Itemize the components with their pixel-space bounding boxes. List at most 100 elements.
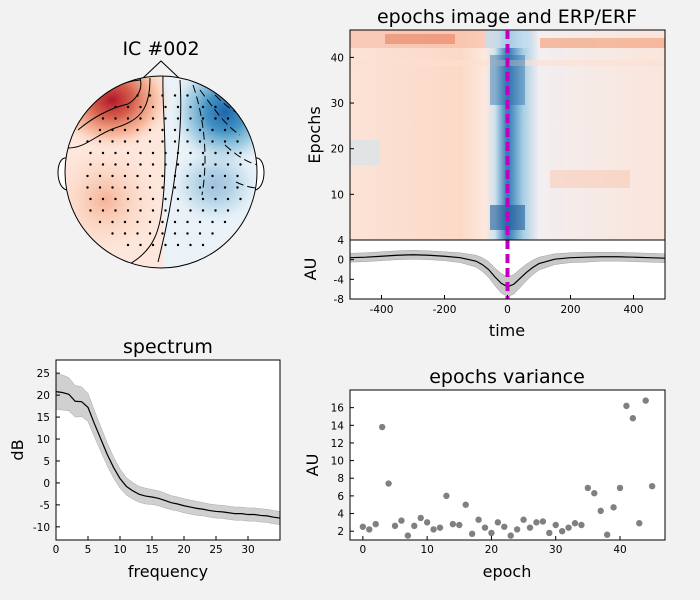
sensor-dot	[189, 117, 192, 120]
spectrum-x-tick-label: 5	[85, 544, 92, 556]
sensor-dot	[198, 232, 202, 235]
sensor-dot	[114, 151, 117, 155]
sensor-dot	[176, 117, 180, 120]
variance-point	[507, 532, 514, 539]
sensor-dots	[86, 94, 242, 247]
sensor-dot	[148, 128, 152, 132]
sensor-dot	[101, 117, 105, 120]
variance-point	[623, 402, 630, 410]
variance-points	[359, 397, 656, 539]
sensor-dot	[236, 174, 239, 178]
variance-x-tick-label: 20	[485, 544, 498, 556]
variance-point	[436, 524, 444, 531]
sensor-dot	[186, 94, 189, 97]
variance-point	[443, 492, 450, 500]
variance-point	[475, 516, 482, 523]
sensor-dot	[126, 209, 130, 212]
variance-point	[385, 480, 392, 487]
variance-point	[366, 526, 373, 533]
sensor-dot	[161, 232, 164, 235]
sensor-dot	[136, 128, 139, 132]
spectrum-x-tick-label: 25	[209, 544, 222, 556]
epochs-image-panel: epochs image and ERP/ERF 10 20 30 40 Epochs	[305, 6, 666, 241]
variance-y-tick-label: 14	[331, 420, 345, 432]
sensor-dot	[89, 151, 92, 155]
variance-point	[629, 415, 637, 422]
erp-x-label: time	[489, 321, 525, 340]
variance-point	[501, 523, 508, 530]
nose	[142, 60, 180, 79]
spectrum-y-tick-label: 25	[37, 368, 50, 380]
sensor-dot	[226, 117, 230, 120]
sensor-dot	[151, 243, 155, 247]
spectrum-y-label: dB	[8, 439, 27, 460]
variance-point	[404, 532, 412, 539]
epochs-y-tick-label: 20	[331, 144, 344, 156]
sensor-dot	[214, 163, 217, 166]
sensor-dot	[148, 174, 152, 178]
sensor-dot	[126, 117, 130, 120]
sensor-dot	[151, 209, 155, 212]
sensor-dot	[201, 163, 205, 166]
variance-point	[378, 423, 386, 431]
sensor-dot	[198, 128, 202, 132]
sensor-dot	[123, 186, 127, 189]
sensor-dot	[136, 94, 139, 97]
sensor-dot	[186, 220, 189, 224]
spectrum-y-tick-label: 15	[37, 412, 50, 424]
spectrum-mean-line	[55, 391, 281, 519]
sensor-dot	[173, 140, 177, 143]
sensor-dot	[223, 186, 227, 189]
spectrum-y-tick-label: 0	[43, 478, 50, 490]
variance-point	[603, 531, 611, 538]
sensor-dot	[148, 220, 152, 224]
variance-point	[610, 504, 617, 511]
sensor-dot	[223, 128, 227, 132]
variance-point	[648, 482, 656, 490]
variance-x-tick-label: 30	[549, 544, 562, 556]
variance-title: epochs variance	[429, 366, 585, 388]
variance-point	[391, 522, 399, 530]
variance-point	[571, 520, 579, 527]
sensor-dot	[164, 151, 167, 155]
erp-y-tick-label: -4	[334, 274, 345, 286]
sensor-dot	[176, 209, 180, 212]
sensor-dot	[239, 151, 242, 155]
sensor-dot	[201, 105, 205, 109]
sensor-dot	[139, 197, 142, 201]
sensor-dot	[239, 163, 242, 166]
variance-point	[584, 484, 592, 492]
sensor-dot	[151, 117, 155, 120]
sensor-dot	[226, 163, 230, 166]
sensor-dot	[148, 140, 152, 143]
sensor-dot	[86, 186, 89, 189]
sensor-dot	[136, 232, 139, 235]
variance-point	[398, 517, 405, 524]
spectrum-panel: spectrum 0 5 10 15 20 25 30 -10 -5 0 5 10 15 20 25 fre…	[8, 336, 281, 581]
erp-y-label: AU	[301, 258, 320, 281]
sensor-dot	[214, 117, 217, 120]
sensor-dot	[151, 197, 155, 201]
sensor-dot	[114, 163, 117, 166]
sensor-dot	[239, 197, 242, 201]
sensor-dot	[176, 151, 180, 155]
sensor-dot	[201, 209, 205, 212]
sensor-dot	[164, 105, 167, 109]
sensor-dot	[176, 105, 180, 109]
sensor-dot	[173, 128, 177, 132]
sensor-dot	[226, 209, 230, 212]
variance-point	[591, 490, 598, 497]
sensor-dot	[176, 197, 180, 201]
sensor-dot	[186, 174, 189, 178]
spectrum-x-tick-label: 15	[145, 544, 158, 556]
sensor-dot	[123, 140, 127, 143]
variance-x-tick-label: 0	[360, 544, 367, 556]
sensor-dot	[101, 197, 105, 201]
sensor-dot	[173, 94, 177, 97]
epochs-y-tick-label: 30	[331, 98, 344, 110]
variance-point	[423, 519, 431, 526]
sensor-dot	[126, 197, 130, 201]
sensor-dot	[139, 117, 142, 120]
erp-x-tick-label: 400	[623, 304, 643, 316]
